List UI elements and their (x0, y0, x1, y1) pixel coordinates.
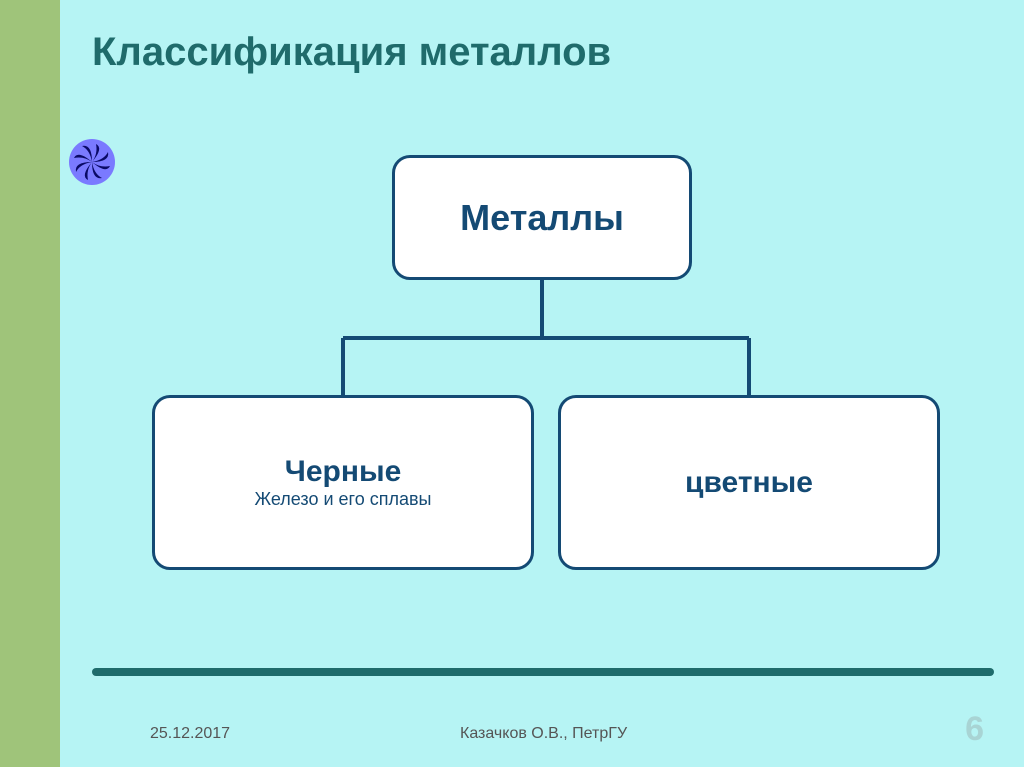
diagram-root-node: Металлы (392, 155, 692, 280)
child-sublabel: Железо и его сплавы (254, 489, 431, 510)
diagram-child-node: Черные Железо и его сплавы (152, 395, 534, 570)
footer-date: 25.12.2017 (150, 725, 230, 743)
child-label: цветные (685, 466, 813, 500)
diagram-child-node: цветные (558, 395, 940, 570)
footer-author: Казачков О.В., ПетрГУ (460, 725, 627, 743)
child-label: Черные (285, 455, 402, 489)
diagram-connectors (60, 0, 1024, 767)
root-label: Металлы (460, 197, 624, 239)
main-area: Классификация металлов Металлы Черные Же… (60, 0, 1024, 767)
slide-title: Классификация металлов (92, 30, 611, 75)
sidebar (0, 0, 60, 767)
slide-number: 6 (965, 710, 984, 749)
footer-divider (92, 668, 994, 676)
swirl-icon (68, 138, 116, 186)
slide: Классификация металлов Металлы Черные Же… (0, 0, 1024, 767)
